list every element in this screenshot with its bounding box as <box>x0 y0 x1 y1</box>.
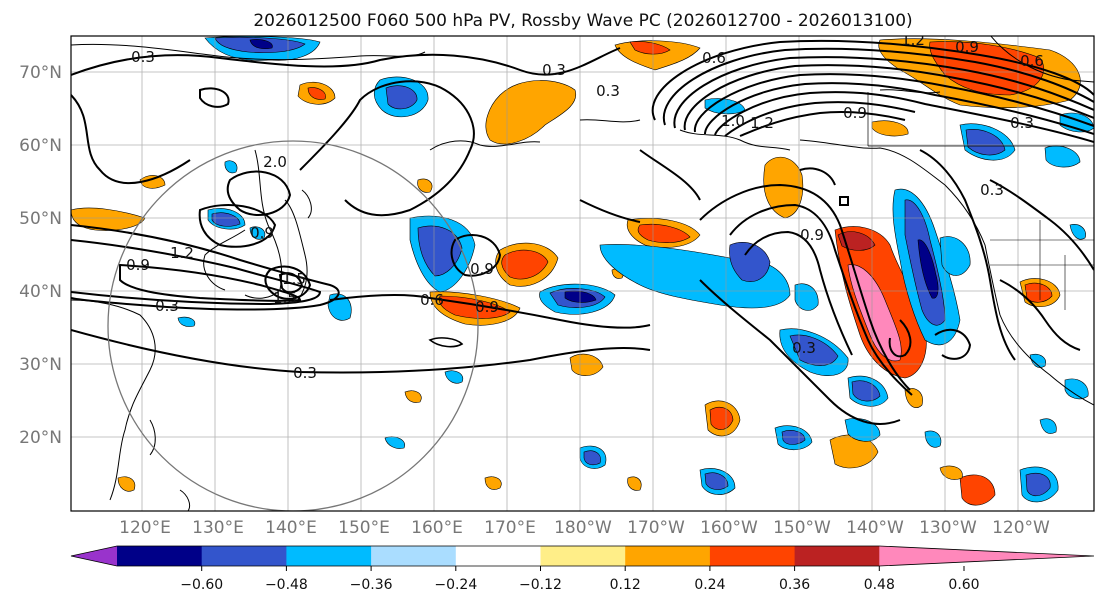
colorbar-extend-low <box>71 546 117 566</box>
contour-label: 0.3 <box>155 297 179 315</box>
colorbar-segment <box>794 546 880 566</box>
contour-label: 1.2 <box>750 114 774 132</box>
contour-label: 0.3 <box>980 181 1004 199</box>
contour-label: 0.6 <box>420 291 444 309</box>
great-circle-ring <box>107 140 479 511</box>
colorbar-label: −0.24 <box>434 577 477 593</box>
colorbar-extend-high <box>879 546 1094 566</box>
lon-label: 180°W <box>554 518 612 538</box>
lon-label: 140°W <box>846 518 904 538</box>
colorbar-segment <box>286 546 372 566</box>
contour-label: 0.3 <box>1010 114 1034 132</box>
lat-label: 60°N <box>19 136 62 156</box>
map-area: 0.3 0.3 0.3 0.3 0.3 0.3 0.3 0.3 0.6 0.6 … <box>71 31 1094 511</box>
lon-label: 170°E <box>484 518 536 538</box>
colorbar-segment <box>371 546 457 566</box>
lat-label: 70°N <box>19 63 62 83</box>
colorbar-label: −0.12 <box>519 577 562 593</box>
colorbar-segment <box>540 546 626 566</box>
lat-label: 50°N <box>19 209 62 229</box>
colorbar-label: −0.60 <box>180 577 223 593</box>
colorbar-outline <box>70 545 1095 567</box>
colorbar-label: 0.60 <box>948 577 979 593</box>
contour-label: 1.5 <box>273 289 297 307</box>
contour-label: 0.9 <box>843 104 867 122</box>
lon-label: 160°E <box>411 518 463 538</box>
lat-label: 20°N <box>19 428 62 448</box>
contour-label: 0.9 <box>126 256 150 274</box>
lon-label: 130°E <box>192 518 244 538</box>
lon-label: 170°W <box>627 518 685 538</box>
colorbar-segment <box>625 546 711 566</box>
lon-label: 150°W <box>773 518 831 538</box>
contour-label: 1.0 <box>721 112 745 130</box>
contour-label: 0.3 <box>293 364 317 382</box>
map-frame <box>70 35 1095 512</box>
colorbar-segment <box>201 546 287 566</box>
contour-label: 1.2 <box>901 31 925 49</box>
contour-label: 0.9 <box>800 226 824 244</box>
contour-label: 2.0 <box>263 153 287 171</box>
lon-label: 120°W <box>992 518 1050 538</box>
contour-label: 0.6 <box>1020 52 1044 70</box>
contour-label: 0.6 <box>702 49 726 67</box>
contour-label: 0.3 <box>542 61 566 79</box>
contour-label: 1.5 <box>282 270 306 288</box>
lat-label: 30°N <box>19 355 62 375</box>
contour-label: 0.9 <box>470 260 494 278</box>
contour-label: 0.3 <box>131 48 155 66</box>
longitude-labels: 120°E 130°E 140°E 150°E 160°E 170°E 180°… <box>119 518 1050 538</box>
map-title: 2026012500 F060 500 hPa PV, Rossby Wave … <box>253 11 912 31</box>
lat-label: 40°N <box>19 282 62 302</box>
colorbar-label: −0.36 <box>350 577 393 593</box>
lon-label: 130°W <box>919 518 977 538</box>
contour-label: 0.9 <box>475 298 499 316</box>
colorbar: −0.60 −0.48 −0.36 −0.24 −0.12 0.12 0.24 0.36 0.4… <box>70 545 1095 593</box>
lon-label: 140°E <box>265 518 317 538</box>
colorbar-label: 0.24 <box>694 577 725 593</box>
contour-label: 0.3 <box>596 82 620 100</box>
contour-label: 0.3 <box>792 339 816 357</box>
latitude-labels: 70°N 60°N 50°N 40°N 30°N 20°N <box>19 63 62 448</box>
lon-label: 150°E <box>338 518 390 538</box>
contour-labels: 0.3 0.3 0.3 0.3 0.3 0.3 0.3 0.3 0.6 0.6 … <box>126 31 1044 382</box>
contour-label: 0.9 <box>250 224 274 242</box>
colorbar-label: 0.48 <box>864 577 895 593</box>
colorbar-segment <box>455 546 541 566</box>
colorbar-label: −0.48 <box>265 577 308 593</box>
colorbar-segment <box>117 546 203 566</box>
lon-label: 120°E <box>119 518 171 538</box>
colorbar-label: 0.36 <box>779 577 810 593</box>
colorbar-label: 0.12 <box>610 577 641 593</box>
colorbar-segment <box>709 546 796 566</box>
contour-label: 0.9 <box>955 38 979 56</box>
lon-label: 160°W <box>700 518 758 538</box>
pv-contours <box>71 39 1094 425</box>
contour-label: 1.2 <box>170 244 194 262</box>
